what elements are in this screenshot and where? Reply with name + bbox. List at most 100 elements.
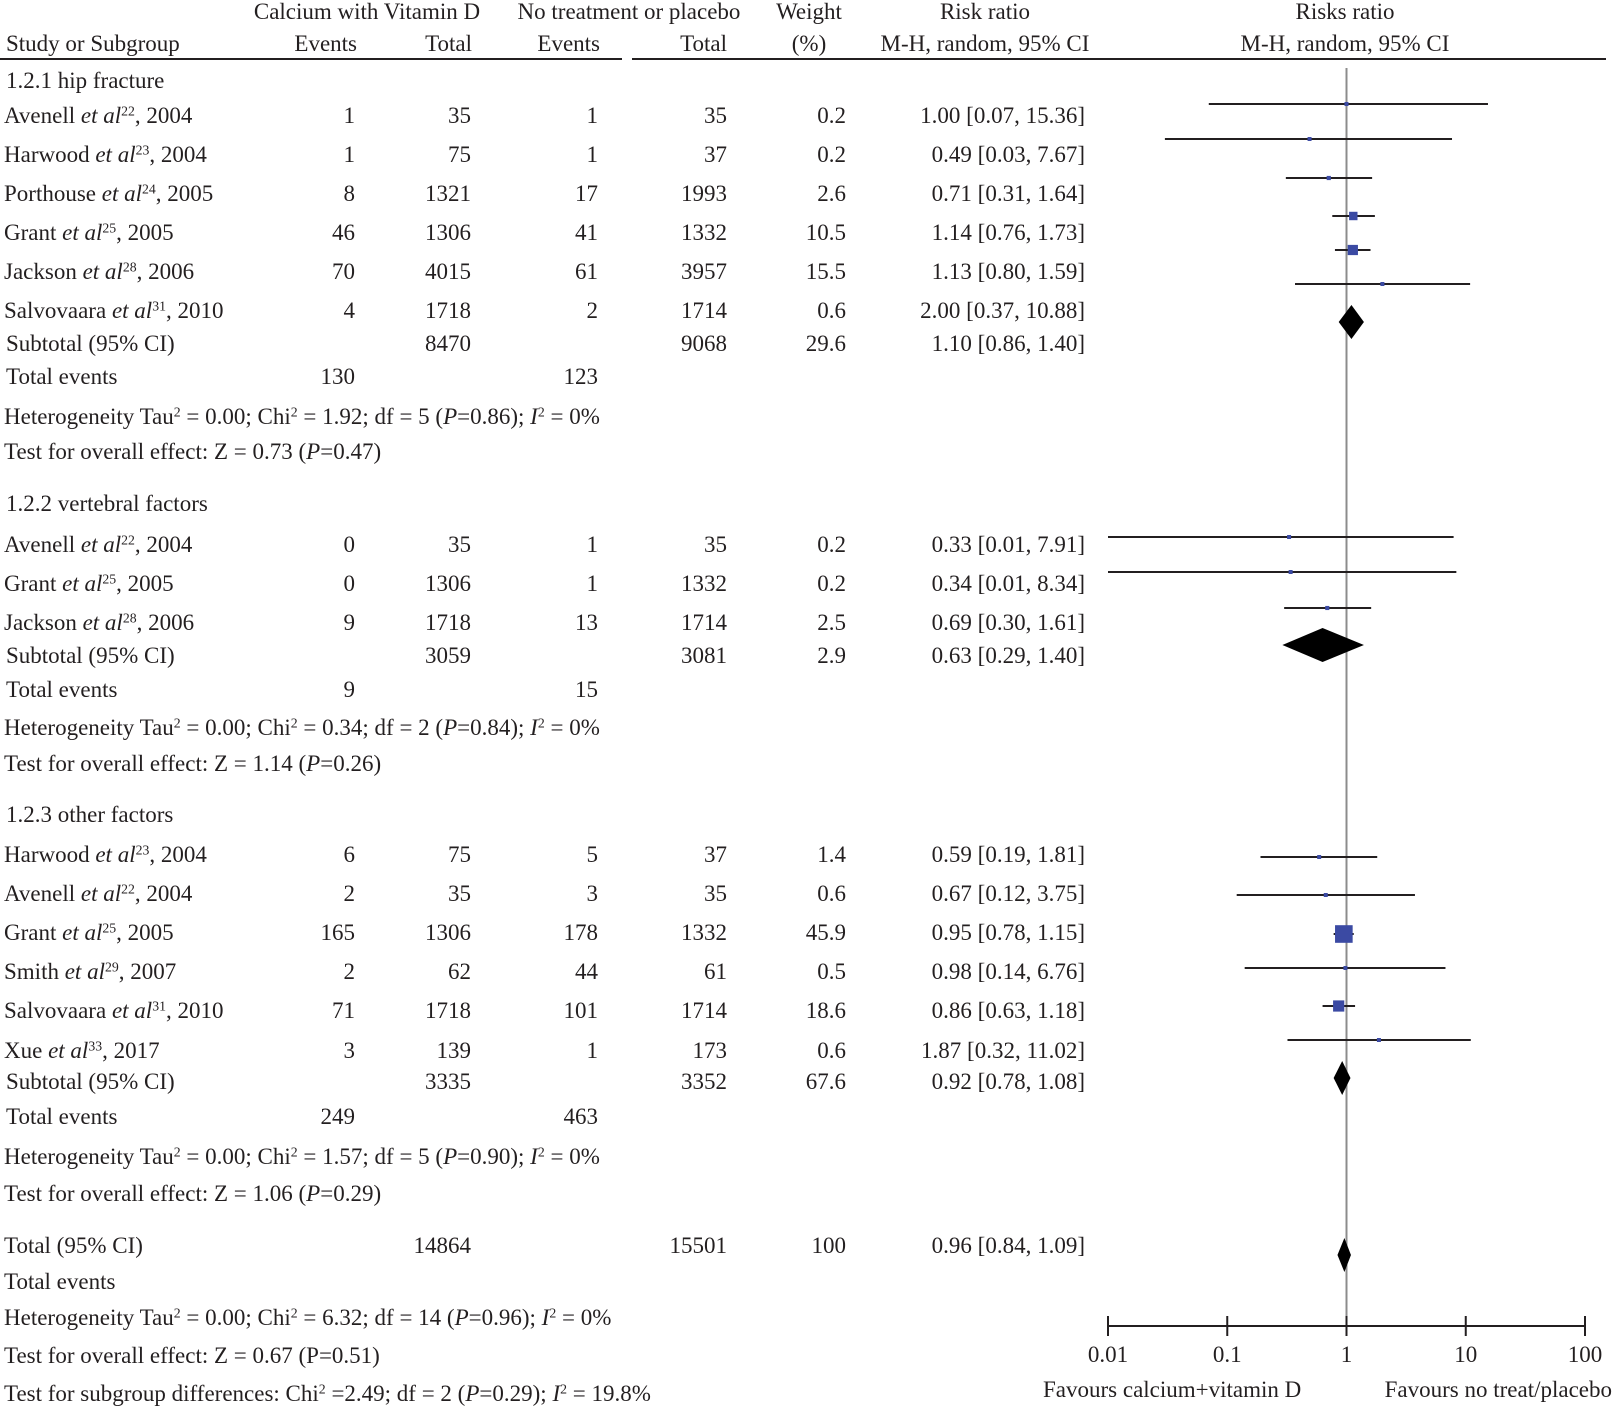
risk-ratio-ci-text: 0.34 [0.01, 8.34] bbox=[931, 571, 1085, 596]
header-group1: Calcium with Vitamin D bbox=[167, 0, 567, 23]
risk-ratio-ci: 0.67 [0.12, 3.75] bbox=[932, 882, 1085, 905]
weight-value: 1.4 bbox=[817, 843, 846, 866]
header-total2-text: Total bbox=[680, 31, 727, 56]
study-label: Jackson et al28, 2006 bbox=[4, 260, 194, 283]
study-author: Porthouse bbox=[4, 181, 96, 206]
sg-b: =2.49; df = 2 ( bbox=[325, 1381, 466, 1406]
het-e: = 0% bbox=[544, 715, 600, 740]
study-marker bbox=[1335, 925, 1353, 943]
subtotal-label: Subtotal (95% CI) bbox=[6, 644, 175, 667]
study-year: , 2004 bbox=[149, 842, 207, 867]
events-treatment: 2 bbox=[344, 960, 356, 983]
superscript: 28 bbox=[122, 610, 137, 626]
weight-value: 10.5 bbox=[806, 221, 846, 244]
total-control-text: 1332 bbox=[681, 220, 727, 245]
study-label: Grant et al25, 2005 bbox=[4, 572, 174, 595]
total-treatment: 14864 bbox=[414, 1234, 472, 1257]
events-treatment-text: 4 bbox=[343, 298, 356, 323]
et-al: et al bbox=[80, 881, 122, 906]
weight-value: 0.5 bbox=[817, 960, 846, 983]
subtotal-ci-text: 0.63 [0.29, 1.40] bbox=[931, 643, 1085, 668]
weight-value-text: 0.2 bbox=[817, 532, 846, 557]
superscript: 31 bbox=[152, 298, 166, 314]
weight-value-text: 0.6 bbox=[817, 1038, 846, 1063]
total-treatment: 1321 bbox=[425, 182, 471, 205]
subtotal-total-treatment-text: 3335 bbox=[425, 1069, 471, 1094]
study-author: Smith bbox=[4, 959, 59, 984]
superscript: 2 bbox=[537, 404, 545, 420]
total-events-treatment-text: 249 bbox=[320, 1104, 356, 1129]
subgroup-title-text: 1.2.1 hip fracture bbox=[6, 68, 165, 93]
total-control-text: 173 bbox=[692, 1038, 728, 1063]
total-events-label-text: Total events bbox=[4, 1269, 116, 1294]
events-treatment-text: 2 bbox=[343, 959, 356, 984]
het-b: = 0.00; Chi bbox=[180, 715, 291, 740]
total-control: 61 bbox=[704, 960, 727, 983]
risk-ratio-ci: 0.59 [0.19, 1.81] bbox=[932, 843, 1085, 866]
subtotal-ci: 0.63 [0.29, 1.40] bbox=[932, 644, 1085, 667]
total-events-label-text: Total events bbox=[6, 364, 118, 389]
total-control-text: 35 bbox=[704, 103, 727, 128]
total-treatment-text: 62 bbox=[448, 959, 471, 984]
risk-ratio-ci-text: 2.00 [0.37, 10.88] bbox=[920, 298, 1085, 323]
subgroup-title: 1.2.1 hip fracture bbox=[6, 69, 164, 92]
study-author: Harwood bbox=[4, 842, 90, 867]
events-treatment-text: 0 bbox=[343, 571, 356, 596]
het-d: =0.96); bbox=[468, 1305, 542, 1330]
ov-b: =0.47) bbox=[320, 439, 382, 464]
total-treatment-text: 1306 bbox=[425, 220, 471, 245]
events-treatment-text: 165 bbox=[320, 920, 356, 945]
events-treatment: 70 bbox=[332, 260, 355, 283]
study-label: Xue et al33, 2017 bbox=[4, 1039, 160, 1062]
ov-a: Test for overall effect: Z = 1.06 ( bbox=[4, 1181, 307, 1206]
header-group2: No treatment or placebo bbox=[429, 0, 829, 23]
total-treatment-text: 1718 bbox=[425, 298, 471, 323]
study-author: Grant bbox=[4, 920, 57, 945]
total-control: 1332 bbox=[681, 921, 727, 944]
i-symbol: I bbox=[530, 715, 538, 740]
events-treatment: 71 bbox=[332, 999, 355, 1022]
superscript: 2 bbox=[173, 404, 181, 420]
favours-right-label: Favours no treat/placebo bbox=[1385, 1377, 1612, 1402]
superscript: 33 bbox=[88, 1038, 103, 1054]
events-control-text: 1 bbox=[586, 1038, 599, 1063]
total-events-treatment: 249 bbox=[321, 1105, 356, 1128]
overall-effect-text: Test for overall effect: Z = 1.06 (P=0.2… bbox=[4, 1182, 381, 1205]
total-treatment: 1306 bbox=[425, 572, 471, 595]
subtotal-label-text: Subtotal (95% CI) bbox=[6, 331, 175, 356]
header-events2-text: Events bbox=[537, 31, 600, 56]
subtotal-total-treatment-text: 3059 bbox=[425, 643, 471, 668]
total-treatment: 62 bbox=[448, 960, 471, 983]
pooled-diamond bbox=[1337, 1238, 1351, 1272]
total-control-text: 1332 bbox=[681, 920, 727, 945]
header-plot-text: Risks ratio bbox=[1295, 0, 1395, 24]
superscript: 2 bbox=[173, 715, 181, 731]
study-marker bbox=[1287, 535, 1292, 539]
study-label: Jackson et al28, 2006 bbox=[4, 611, 194, 634]
total-treatment: 1718 bbox=[425, 999, 471, 1022]
weight-value-text: 0.6 bbox=[817, 298, 846, 323]
total-label: Total (95% CI) bbox=[4, 1234, 143, 1257]
study-label: Grant et al25, 2005 bbox=[4, 221, 174, 244]
study-marker bbox=[1380, 282, 1385, 286]
het-c: = 1.92; df = 5 ( bbox=[297, 404, 444, 429]
et-al: et al bbox=[101, 181, 142, 206]
subtotal-total-treatment: 3335 bbox=[425, 1070, 471, 1093]
overall-effect-text: Test for overall effect: Z = 0.73 (P=0.4… bbox=[4, 440, 381, 463]
risk-ratio-ci: 0.98 [0.14, 6.76] bbox=[932, 960, 1085, 983]
study-label: Avenell et al22, 2004 bbox=[4, 882, 192, 905]
header-events2: Events bbox=[537, 32, 600, 55]
et-al: et al bbox=[82, 259, 123, 284]
risk-ratio-ci: 2.00 [0.37, 10.88] bbox=[920, 299, 1085, 322]
superscript: 25 bbox=[102, 920, 117, 936]
header-total1-text: Total bbox=[425, 31, 472, 56]
het-e: = 0% bbox=[544, 404, 600, 429]
total-control-text: 3957 bbox=[681, 259, 727, 284]
pooled-diamond bbox=[1333, 1061, 1351, 1095]
subtotal-label-text: Subtotal (95% CI) bbox=[6, 1069, 175, 1094]
header-events1: Events bbox=[294, 32, 357, 55]
total-treatment: 35 bbox=[448, 882, 471, 905]
events-control-text: 17 bbox=[575, 181, 598, 206]
total-treatment-text: 1718 bbox=[425, 610, 471, 635]
